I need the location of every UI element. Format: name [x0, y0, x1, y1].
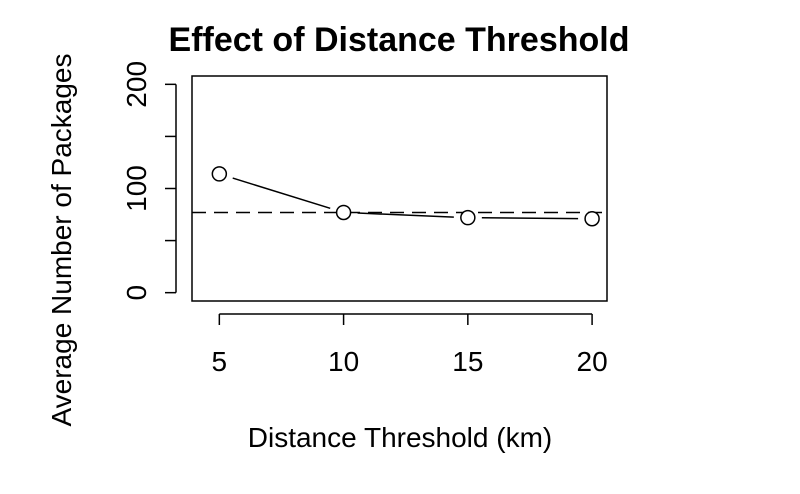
- y-tick-label: 200: [121, 61, 152, 108]
- y-axis-label: Average Number of Packages: [46, 53, 77, 426]
- data-point: [211, 166, 228, 182]
- x-tick-label: 20: [577, 346, 608, 377]
- x-tick-label: 15: [452, 346, 483, 377]
- data-point: [335, 204, 352, 221]
- series-line-segment: [232, 177, 331, 210]
- data-point: [584, 210, 600, 227]
- series-line-segment: [481, 217, 579, 220]
- x-tick-label: 10: [328, 346, 359, 377]
- data-point: [460, 209, 476, 226]
- series-line-segment: [357, 212, 454, 218]
- y-tick-label: 100: [121, 165, 152, 212]
- x-axis-label: Distance Threshold (km): [248, 422, 552, 453]
- x-tick-label: 5: [212, 346, 228, 377]
- plot-frame: [191, 75, 608, 302]
- y-tick-label: 0: [121, 285, 152, 301]
- chart-title: Effect of Distance Threshold: [169, 21, 630, 59]
